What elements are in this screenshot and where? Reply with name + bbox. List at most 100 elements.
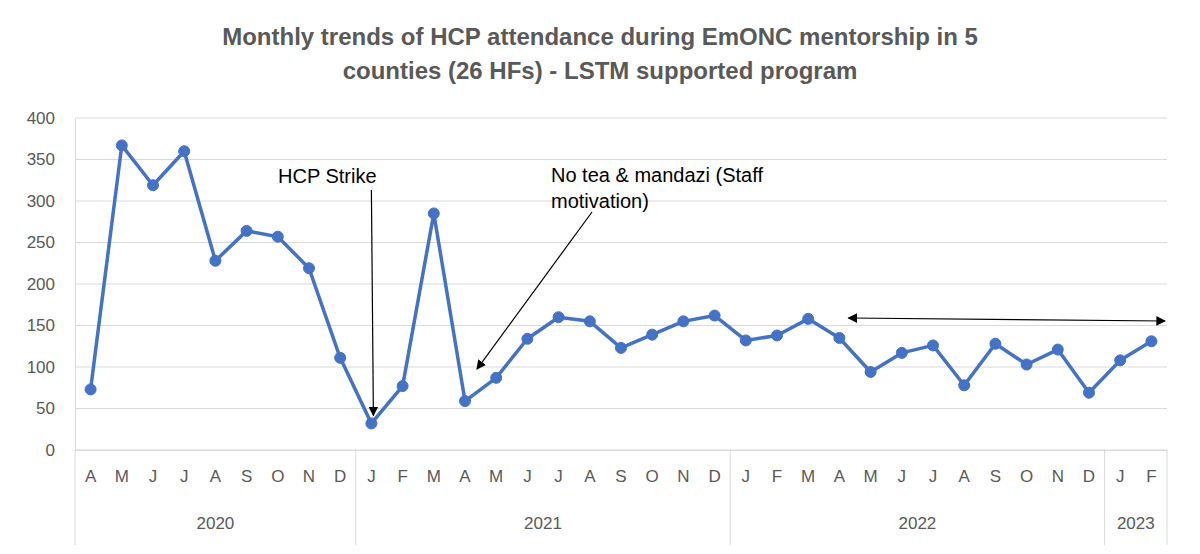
x-tick: M (864, 450, 878, 486)
x-tick: J (149, 450, 158, 486)
x-tick-label: S (615, 467, 626, 486)
y-tick-label: 300 (27, 192, 55, 211)
x-tick-label: N (677, 467, 689, 486)
x-tick: N (677, 450, 689, 486)
group-label: 2020 (196, 514, 234, 533)
category-groups: 2020202120222023 (75, 450, 1167, 545)
x-tick: F (1146, 450, 1156, 486)
group-separator (730, 450, 731, 545)
x-tick-label: M (115, 467, 129, 486)
x-axis: AMJJASONDJFMAMJJASONDJFMAMJJASONDJF (76, 450, 1168, 486)
x-tick: O (646, 450, 659, 486)
y-tick-label: 350 (27, 150, 55, 169)
y-tick: 50 (36, 399, 75, 418)
data-point (272, 231, 283, 242)
x-tick: O (1020, 450, 1033, 486)
data-point (678, 316, 689, 327)
y-tick-label: 250 (27, 233, 55, 252)
data-point (460, 396, 471, 407)
x-tick: J (929, 450, 938, 486)
grid-line (75, 284, 1167, 285)
annotation-arrow (848, 318, 1165, 321)
group-label: 2022 (898, 514, 936, 533)
data-point (1115, 355, 1126, 366)
x-tick-label: J (898, 467, 907, 486)
x-tick-label: F (772, 467, 782, 486)
x-tick: A (959, 450, 971, 486)
y-tick-label: 150 (27, 316, 55, 335)
data-point (210, 255, 221, 266)
title: Monthly trends of HCP attendance during … (222, 23, 978, 84)
data-point (148, 180, 159, 191)
x-tick-label: D (708, 467, 720, 486)
data-point (772, 330, 783, 341)
data-point (616, 342, 627, 353)
data-point (179, 146, 190, 157)
data-point (1021, 359, 1032, 370)
x-tick: A (584, 450, 596, 486)
annotation-line: HCP Strike (278, 165, 377, 187)
y-tick-label: 100 (27, 358, 55, 377)
data-point (85, 384, 96, 395)
data-point (959, 380, 970, 391)
annotations: HCP Strike No tea & mandazi (Staff motivat… (278, 164, 1165, 415)
x-tick: A (85, 450, 97, 486)
y-tick: 300 (27, 192, 75, 211)
x-tick-label: A (459, 467, 471, 486)
x-tick-label: M (801, 467, 815, 486)
data-point (397, 381, 408, 392)
x-tick-label: D (334, 467, 346, 486)
data-point (834, 332, 845, 343)
x-tick: J (1116, 450, 1125, 486)
x-tick: O (271, 450, 284, 486)
x-tick: J (523, 450, 532, 486)
x-tick: A (210, 450, 222, 486)
x-tick: S (615, 450, 626, 486)
data-point (709, 310, 720, 321)
annotation-line: No tea & mandazi (Staff (551, 164, 763, 186)
data-point (740, 335, 751, 346)
x-tick-label: O (646, 467, 659, 486)
x-tick: J (367, 450, 376, 486)
x-tick: D (1083, 450, 1095, 486)
y-tick: 200 (27, 275, 75, 294)
x-tick-label: A (85, 467, 97, 486)
x-tick-label: N (303, 467, 315, 486)
group-separator (1167, 450, 1168, 545)
x-tick-label: M (864, 467, 878, 486)
x-tick-label: J (554, 467, 563, 486)
group-label: 2023 (1117, 514, 1155, 533)
data-point (116, 140, 127, 151)
x-tick-label: A (584, 467, 596, 486)
y-axis-line (75, 119, 76, 451)
x-tick-label: J (149, 467, 158, 486)
background (0, 0, 1200, 554)
data-point (522, 333, 533, 344)
y-tick: 250 (27, 233, 75, 252)
y-tick: 0 (46, 441, 75, 460)
x-tick-label: J (1116, 467, 1125, 486)
title-line: counties (26 HFs) - LSTM supported progr… (343, 57, 858, 84)
group-separator (355, 450, 356, 545)
x-tick-label: A (210, 467, 222, 486)
x-tick-label: M (427, 467, 441, 486)
x-tick-label: S (241, 467, 252, 486)
x-tick-label: J (523, 467, 532, 486)
grid-line (75, 325, 1167, 326)
x-tick-label: F (1146, 467, 1156, 486)
x-tick-label: F (397, 467, 407, 486)
data-point (803, 313, 814, 324)
title-line: Monthly trends of HCP attendance during … (222, 23, 978, 50)
x-tick: M (801, 450, 815, 486)
grid-line (75, 408, 1167, 409)
x-tick: J (554, 450, 563, 486)
x-tick: M (489, 450, 503, 486)
data-point (335, 352, 346, 363)
grid-line (75, 367, 1167, 368)
data-point (1052, 344, 1063, 355)
data-point (1084, 387, 1095, 398)
data-point (491, 372, 502, 383)
annotation-line: motivation) (551, 190, 649, 212)
data-point (553, 312, 564, 323)
annotation-arrow (477, 212, 592, 369)
